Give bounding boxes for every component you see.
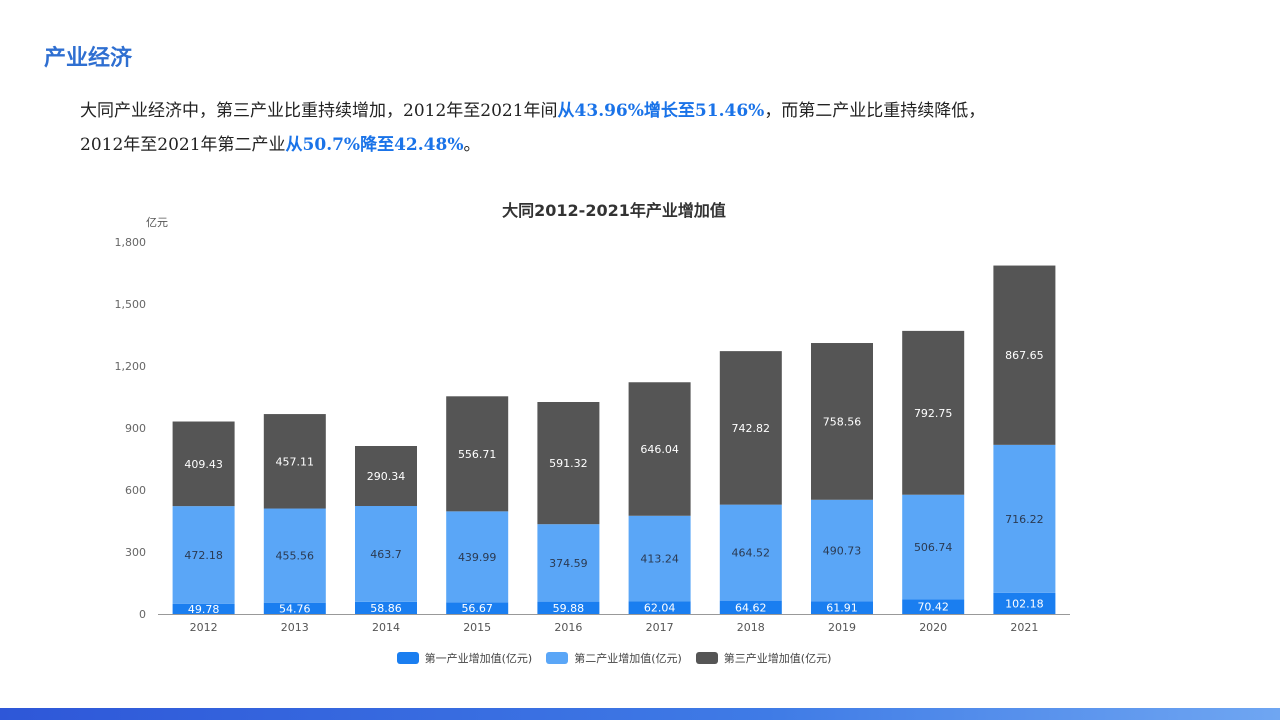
bar-segment (172, 603, 235, 614)
bar-segment (446, 602, 509, 614)
bar-segment (537, 601, 600, 614)
y-tick-label: 1,500 (115, 298, 147, 311)
intro-highlight-secondary: 从50.7%降至42.48% (285, 135, 464, 155)
data-label: 59.88 (553, 602, 585, 615)
data-label: 506.74 (914, 541, 953, 554)
x-tick-label: 2015 (463, 621, 491, 634)
bar-segment (172, 506, 235, 604)
y-tick-label: 900 (125, 422, 146, 435)
data-label: 58.86 (370, 602, 402, 615)
data-label: 64.62 (735, 601, 767, 614)
data-label: 463.7 (370, 548, 402, 561)
intro-paragraph: 大同产业经济中，第三产业比重持续增加，2012年至2021年间从43.96%增长… (80, 94, 1200, 162)
footer-accent-bar (0, 708, 1280, 720)
bar-segment (719, 504, 782, 601)
data-label: 56.67 (461, 602, 493, 615)
bar-segment (628, 601, 691, 614)
legend-label: 第一产业增加值(亿元) (424, 652, 533, 665)
y-axis-unit-label: 亿元 (146, 216, 168, 229)
x-tick-label: 2013 (281, 621, 309, 634)
bar-segment (355, 506, 417, 602)
bar-segment (263, 508, 326, 603)
chart-title: 大同2012-2021年产业增加值 (502, 201, 726, 220)
intro-text-4: 。 (463, 135, 481, 155)
bar-segment (263, 414, 326, 509)
bar-segment (355, 601, 417, 614)
data-label: 455.56 (276, 550, 315, 563)
bar-segment (811, 499, 873, 602)
data-label: 70.42 (917, 601, 949, 614)
data-label: 54.76 (279, 602, 311, 615)
section-title: 产业经济 (44, 45, 133, 71)
y-tick-label: 1,800 (115, 236, 147, 249)
data-label: 61.91 (826, 602, 858, 615)
data-label: 591.32 (549, 457, 588, 470)
legend-item[interactable]: 第一产业增加值(亿元) (396, 650, 533, 666)
data-label: 290.34 (367, 470, 406, 483)
legend-swatch (546, 652, 569, 664)
legend-swatch (695, 652, 718, 664)
x-tick-label: 2014 (372, 621, 400, 634)
bar-segment (537, 524, 600, 602)
data-label: 867.65 (1005, 349, 1044, 362)
data-label: 472.18 (184, 549, 223, 562)
x-tick-label: 2018 (737, 621, 765, 634)
y-tick-label: 300 (125, 546, 146, 559)
legend-item[interactable]: 第二产业增加值(亿元) (546, 650, 682, 666)
x-tick-label: 2020 (919, 621, 947, 634)
chart-legend: 第一产业增加值(亿元) 第二产业增加值(亿元) 第三产业增加值(亿元) (0, 650, 1228, 666)
bar-segment (537, 402, 600, 525)
bar-segment (902, 494, 965, 600)
bar-segment (719, 600, 782, 614)
bar-segment (628, 382, 691, 516)
data-label: 646.04 (640, 443, 679, 456)
bar-segment (993, 444, 1056, 593)
bar-segment (628, 515, 691, 602)
legend-swatch (396, 652, 419, 664)
y-tick-label: 600 (125, 484, 146, 497)
y-tick-label: 1,200 (115, 360, 147, 373)
data-label: 102.18 (1005, 597, 1044, 610)
bar-segment (902, 599, 965, 614)
data-label: 490.73 (823, 544, 862, 557)
x-tick-label: 2012 (190, 621, 218, 634)
intro-highlight-tertiary: 从43.96%增长至51.46% (557, 101, 765, 121)
data-label: 49.78 (188, 603, 220, 616)
legend-item[interactable]: 第三产业增加值(亿元) (695, 650, 832, 666)
legend-label: 第二产业增加值(亿元) (574, 652, 682, 665)
bar-segment (811, 601, 873, 614)
intro-text-1: 大同产业经济中，第三产业比重持续增加，2012年至2021年间 (80, 101, 558, 121)
bar-segment (355, 446, 417, 507)
intro-text-3: 2012年至2021年第二产业 (80, 135, 286, 155)
bar-segment (993, 592, 1056, 614)
bar-segment (172, 421, 235, 507)
x-tick-label: 2017 (646, 621, 674, 634)
y-tick-label: 0 (139, 608, 146, 621)
legend-label: 第三产业增加值(亿元) (723, 652, 832, 665)
data-label: 457.11 (276, 455, 315, 468)
data-label: 413.24 (640, 552, 679, 565)
x-tick-label: 2019 (828, 621, 856, 634)
bar-segment (446, 511, 509, 603)
data-label: 758.56 (823, 415, 862, 428)
data-label: 439.99 (458, 551, 497, 564)
data-label: 409.43 (184, 458, 223, 471)
data-label: 716.22 (1005, 513, 1044, 526)
data-label: 556.71 (458, 448, 497, 461)
bar-segment (993, 265, 1056, 445)
bar-segment (902, 330, 965, 495)
x-tick-label: 2016 (554, 621, 582, 634)
data-label: 742.82 (732, 422, 771, 435)
bar-segment (811, 343, 873, 500)
bar-segment (719, 351, 782, 505)
x-tick-label: 2021 (1010, 621, 1038, 634)
intro-text-2: ，而第二产业比重持续降低， (764, 101, 986, 121)
bar-segment (263, 602, 326, 614)
bar-segment (446, 396, 509, 512)
data-label: 374.59 (549, 557, 588, 570)
data-label: 792.75 (914, 407, 953, 420)
data-label: 62.04 (644, 602, 676, 615)
data-label: 464.52 (732, 547, 771, 560)
